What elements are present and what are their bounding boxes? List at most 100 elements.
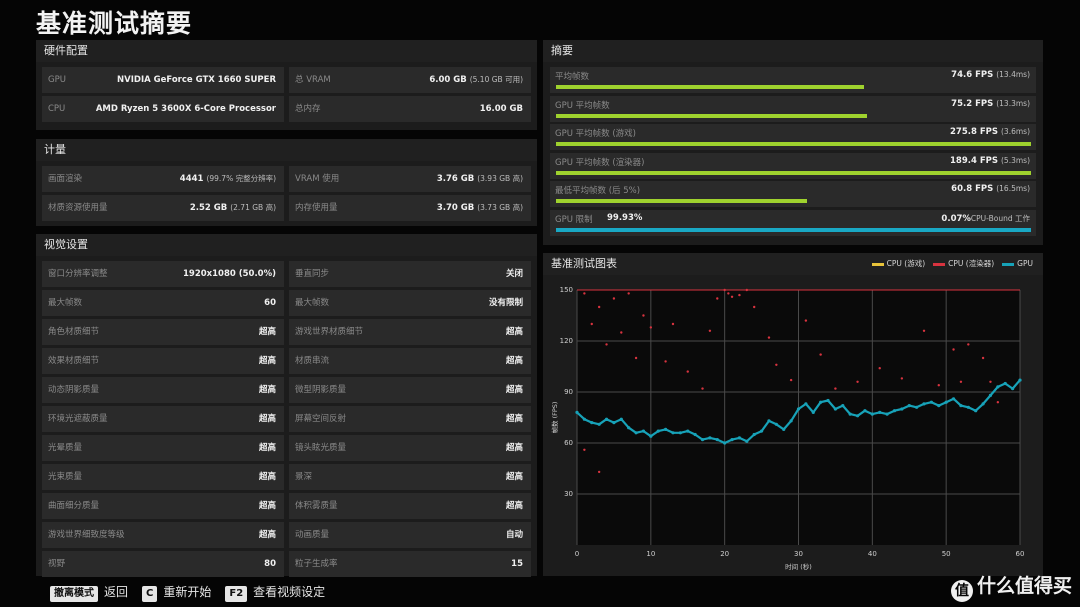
setting-key: GPU <box>48 75 66 85</box>
setting-cell: 游戏世界细致度等级 超高 <box>42 522 284 548</box>
setting-cell: 内存使用量 3.70 GB (3.73 GB 高) <box>289 195 531 221</box>
hotkey-badge[interactable]: 撤离模式 <box>50 586 98 602</box>
footer-controls: 撤离模式 返回 C 重新开始 F2 查看视频设定 <box>50 583 339 603</box>
gpu-data-point <box>870 412 874 416</box>
setting-value-main: 超高 <box>258 501 276 511</box>
summary-heading: 摘要 <box>543 40 1043 62</box>
setting-value: 超高 <box>506 348 523 374</box>
setting-value: 超高 <box>259 522 276 548</box>
gpu-data-point <box>892 409 897 413</box>
hotkey-action[interactable]: 重新开始 <box>163 585 212 599</box>
setting-value: 80 <box>264 551 276 577</box>
hardware-grid: GPU NVIDIA GeForce GTX 1660 SUPER 总 VRAM 6.… <box>42 67 531 127</box>
summary-bar <box>556 199 808 203</box>
legend-item: CPU (渲染器) <box>925 259 994 268</box>
gpu-data-point <box>966 405 970 409</box>
gpu-data-point <box>612 421 616 425</box>
gpu-data-point <box>634 431 638 435</box>
setting-key: 动态阴影质量 <box>48 385 100 395</box>
setting-value: 超高 <box>506 319 523 345</box>
setting-value-main: 超高 <box>505 472 523 482</box>
gpu-data-point <box>767 419 771 423</box>
summary-row: GPU 平均帧数 (游戏) 275.8 FPS (3.6ms) <box>550 124 1036 150</box>
summary-panel: 摘要 平均帧数 74.6 FPS (13.4ms) GPU 平均帧数 75.2 FPS… <box>543 40 1043 245</box>
hotkey-action[interactable]: 查看视频设定 <box>253 585 326 599</box>
setting-value-main: 关闭 <box>505 269 523 279</box>
setting-cell: 动画质量 自动 <box>289 522 531 548</box>
setting-value-main: 超高 <box>505 356 523 366</box>
setting-cell: 效果材质细节 超高 <box>42 348 284 374</box>
y-axis-label: 帧数 (FPS) <box>550 402 559 434</box>
setting-key: 景深 <box>295 472 313 482</box>
gpu-data-point <box>1018 378 1022 382</box>
setting-key: 体积雾质量 <box>295 501 338 511</box>
gpu-data-point <box>885 412 889 416</box>
gpu-data-point <box>686 429 690 433</box>
setting-value-main: 16.00 GB <box>479 104 523 114</box>
cpu-render-data-point <box>878 367 881 370</box>
setting-value: 超高 <box>259 493 276 519</box>
setting-value: 2.52 GB (2.71 GB 高) <box>190 195 276 221</box>
setting-key: 最大帧数 <box>295 298 330 308</box>
setting-value-sub: (3.73 GB 高) <box>477 203 523 212</box>
gpu-data-point <box>730 438 734 442</box>
metrics-grid: 画面渲染 4441 (99.7% 完整分辨率) VRAM 使用 3.76 GB (3.… <box>42 166 531 224</box>
setting-value-main: 1920x1080 (50.0%) <box>182 269 276 279</box>
setting-value: 超高 <box>506 406 523 432</box>
gpu-data-point <box>715 438 719 442</box>
cpu-render-data-point <box>612 297 616 300</box>
setting-key: 镜头眩光质量 <box>295 443 347 453</box>
setting-cell: 视野 80 <box>42 551 284 577</box>
setting-value-main: 3.76 GB <box>436 174 475 184</box>
setting-value-main: 超高 <box>258 443 276 453</box>
hotkey-badge[interactable]: C <box>142 586 158 602</box>
summary-key: GPU 平均帧数 (游戏) <box>555 129 636 139</box>
setting-key: 材质资源使用量 <box>48 203 108 213</box>
cpu-render-data-point <box>701 387 704 390</box>
x-axis-label: 时间 (秒) <box>785 562 812 571</box>
x-tick-label: 10 <box>646 550 655 558</box>
cpu-render-data-point <box>996 401 1000 404</box>
setting-value-main: 超高 <box>258 472 276 482</box>
cpu-render-data-point <box>745 288 749 292</box>
brand-watermark: 值什么值得买 <box>950 571 1072 602</box>
setting-value-main: 2.52 GB <box>189 203 228 213</box>
legend-swatch <box>1002 262 1015 266</box>
setting-cell: 光束质量 超高 <box>42 464 284 490</box>
cpu-render-data-point <box>634 356 638 360</box>
hotkey-action[interactable]: 返回 <box>104 585 129 599</box>
cpu-render-data-point <box>753 305 756 309</box>
cpu-render-data-point <box>649 326 653 329</box>
gpu-data-point <box>922 402 926 406</box>
hardware-panel: 硬件配置 GPU NVIDIA GeForce GTX 1660 SUPER 总 V… <box>36 40 537 130</box>
y-tick-label: 120 <box>560 337 573 345</box>
gpu-data-point <box>723 441 727 445</box>
visual-settings-panel: 视觉设置 窗口分辨率调整 1920x1080 (50.0%) 垂直同步 关闭 最大帧数 6… <box>36 234 537 577</box>
summary-key: GPU 平均帧数 (渲染器) <box>555 157 645 168</box>
gpu-data-point <box>774 422 778 426</box>
gpu-data-point <box>641 429 646 433</box>
cpu-render-data-point <box>789 378 793 382</box>
setting-value-main: 60 <box>264 298 276 308</box>
visual-heading: 视觉设置 <box>36 234 537 256</box>
setting-cell: 环境光遮蔽质量 超高 <box>42 406 284 432</box>
setting-key: 窗口分辨率调整 <box>48 269 108 279</box>
hotkey-badge[interactable]: F2 <box>225 586 248 602</box>
setting-key: 动画质量 <box>295 530 330 540</box>
setting-key: 视野 <box>48 559 66 569</box>
metrics-heading: 计量 <box>36 139 537 161</box>
setting-cell: 屏幕空间反射 超高 <box>289 406 531 432</box>
gpu-data-point <box>782 427 786 431</box>
summary-value: 275.8 FPS (3.6ms) <box>950 127 1030 137</box>
setting-key: 微型阴影质量 <box>295 385 347 395</box>
cpu-render-data-point <box>583 292 586 295</box>
setting-cell: 镜头眩光质量 超高 <box>289 435 531 461</box>
setting-value: NVIDIA GeForce GTX 1660 SUPER <box>117 67 276 93</box>
setting-key: 光束质量 <box>48 472 83 482</box>
setting-value-main: 超高 <box>505 327 523 337</box>
chart-heading: 基准测试图表 <box>543 253 1043 275</box>
setting-value-main: 超高 <box>505 501 523 511</box>
setting-value: 1920x1080 (50.0%) <box>183 261 276 287</box>
cpu-render-data-point <box>937 384 940 387</box>
legend-label: CPU (渲染器) <box>948 259 995 268</box>
